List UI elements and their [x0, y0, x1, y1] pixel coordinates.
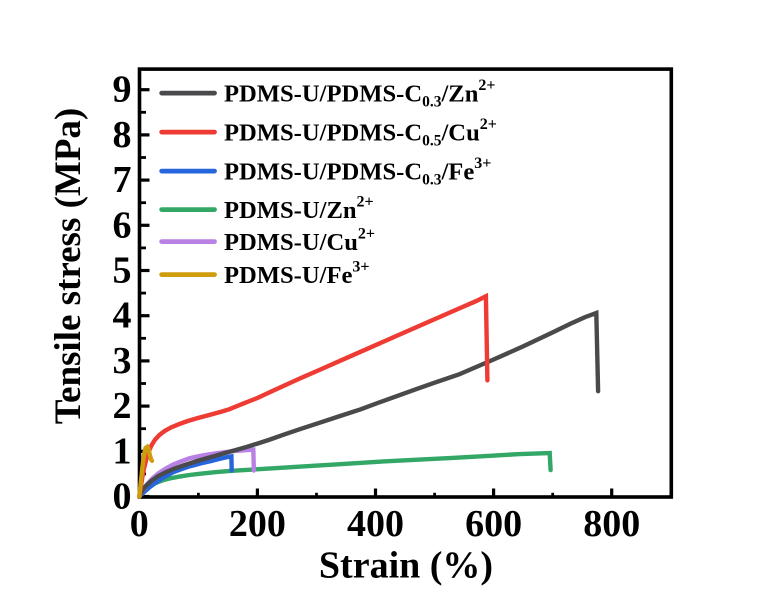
svg-text:0: 0: [113, 476, 132, 518]
svg-text:Tensile stress (MPa): Tensile stress (MPa): [48, 108, 89, 425]
svg-text:0: 0: [130, 503, 149, 545]
svg-text:4: 4: [113, 295, 132, 337]
svg-text:2: 2: [113, 385, 132, 427]
svg-text:600: 600: [465, 503, 522, 545]
svg-text:PDMS-U/PDMS-C0.3/Zn2+: PDMS-U/PDMS-C0.3/Zn2+: [224, 77, 496, 111]
svg-text:6: 6: [113, 204, 132, 246]
svg-text:1: 1: [113, 430, 132, 472]
svg-text:800: 800: [583, 503, 640, 545]
svg-text:400: 400: [347, 503, 404, 545]
svg-text:3: 3: [113, 340, 132, 382]
svg-text:7: 7: [113, 159, 132, 201]
svg-text:5: 5: [113, 250, 132, 292]
svg-text:Strain (%): Strain (%): [319, 545, 493, 587]
svg-text:PDMS-U/Zn2+: PDMS-U/Zn2+: [224, 193, 374, 224]
svg-text:PDMS-U/Cu2+: PDMS-U/Cu2+: [224, 225, 375, 256]
svg-text:PDMS-U/PDMS-C0.3/Fe3+: PDMS-U/PDMS-C0.3/Fe3+: [224, 155, 491, 189]
svg-text:PDMS-U/Fe3+: PDMS-U/Fe3+: [224, 258, 370, 289]
svg-text:PDMS-U/PDMS-C0.5/Cu2+: PDMS-U/PDMS-C0.5/Cu2+: [224, 116, 497, 150]
svg-text:8: 8: [113, 114, 132, 156]
svg-text:9: 9: [113, 69, 132, 111]
svg-text:200: 200: [229, 503, 286, 545]
